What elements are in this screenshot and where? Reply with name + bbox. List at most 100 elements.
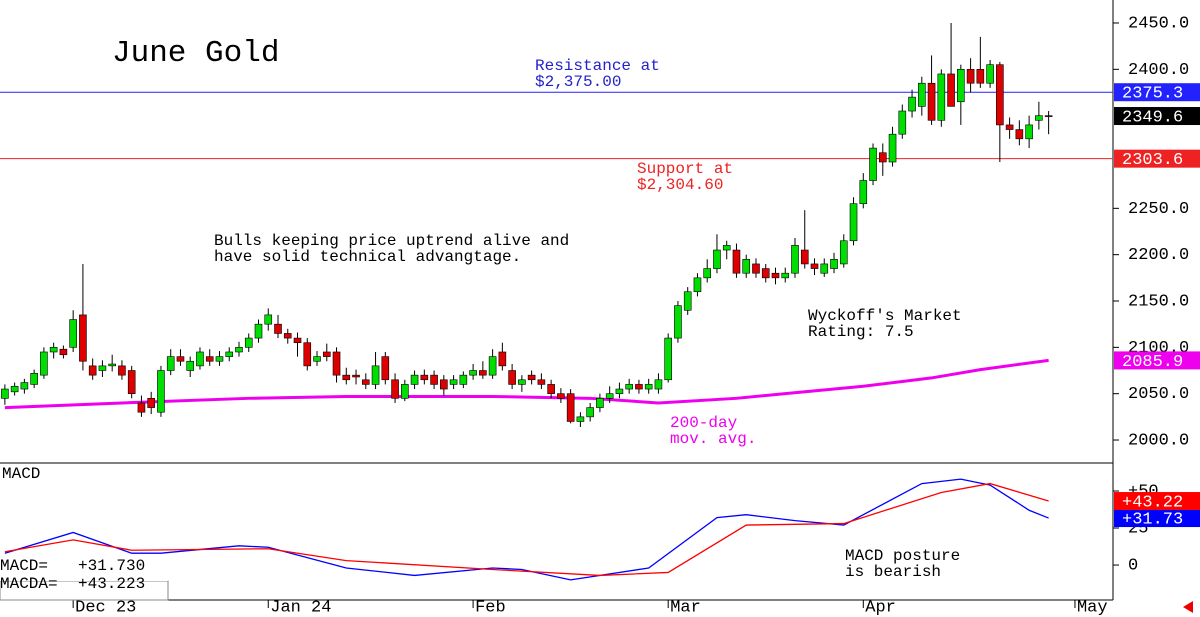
moving-average (4, 358, 1049, 410)
candle-body (849, 203, 858, 242)
candle-body (381, 356, 390, 381)
x-tick-label: Dec 23 (75, 598, 136, 617)
candle-body (371, 365, 380, 385)
candle-body (225, 351, 234, 357)
candle-body (918, 82, 926, 107)
candle-body (839, 240, 848, 265)
x-tick-label: May (1077, 598, 1108, 617)
annotation: Rating: 7.5 (808, 323, 914, 341)
annotation: mov. avg. (670, 430, 756, 448)
candle-body (752, 263, 760, 274)
candle-body (244, 337, 253, 348)
candle-body (713, 249, 721, 269)
candle-body (547, 384, 555, 394)
candle-body (10, 385, 19, 393)
annotation: $2,304.60 (637, 176, 723, 194)
candle-body (996, 64, 1004, 126)
candle-body (518, 379, 526, 385)
candle-body (59, 348, 68, 356)
candle-body (215, 356, 224, 362)
candle-body (401, 384, 409, 399)
candle-body (410, 374, 419, 385)
annotation: Resistance at (535, 57, 660, 75)
candle-body (1, 388, 9, 399)
candle-body (810, 263, 819, 269)
y-tick-label: 2050.0 (1128, 385, 1189, 404)
candle-body (966, 69, 975, 84)
candle-body (722, 245, 731, 251)
candle-body (771, 272, 780, 279)
candle-body (957, 69, 965, 103)
candle-body (264, 314, 273, 325)
readout-label: MACDA= (0, 575, 58, 593)
candle-body (147, 398, 155, 408)
chart-title: June Gold (112, 36, 279, 71)
annotation: $2,375.00 (535, 73, 621, 91)
candle-body (40, 351, 48, 376)
y-tick-label: 2000.0 (1128, 432, 1189, 451)
candle-body (908, 96, 916, 112)
annotation: Support at (637, 160, 733, 178)
candle-body (391, 379, 399, 399)
annotation: have solid technical advangtage. (214, 248, 521, 266)
candle-body (303, 342, 312, 367)
x-tick-label: Feb (475, 598, 506, 617)
candle-body (654, 379, 663, 390)
candle-body (274, 323, 282, 334)
candle-body (761, 268, 770, 279)
arrow-icon (1183, 601, 1193, 613)
candle-body (88, 365, 97, 376)
candle-body (888, 133, 897, 163)
y-tick-label: 2200.0 (1128, 246, 1189, 265)
candle-body (527, 374, 536, 381)
candle-body (79, 314, 87, 362)
candle-body (49, 347, 58, 353)
candle-body (625, 384, 633, 390)
readout-value: +31.730 (78, 557, 145, 575)
readout-box (0, 556, 168, 581)
candle-body (732, 249, 741, 274)
candle-body (674, 305, 682, 339)
candle-body (947, 73, 955, 107)
candle-body (459, 374, 468, 385)
candle-body (196, 351, 204, 367)
candle-body (820, 263, 829, 274)
macd-line (4, 478, 1049, 581)
y-tick-label: 0 (1128, 557, 1138, 576)
candle-body (986, 64, 994, 84)
candle-body (898, 110, 907, 135)
price-marker-box (1114, 83, 1200, 102)
candle-body (137, 402, 146, 413)
candle-body (20, 382, 29, 390)
candle-body (1015, 129, 1024, 140)
candle-body (205, 356, 214, 362)
price-marker-box (1114, 107, 1200, 126)
candle-body (69, 319, 77, 348)
price-marker-box (1114, 351, 1200, 370)
candle-body (830, 259, 838, 269)
candle-body (420, 374, 429, 381)
candle-body (781, 272, 790, 279)
x-tick-label: Jan 24 (270, 598, 331, 617)
candle-body (576, 416, 585, 422)
candle-body (1035, 115, 1043, 121)
x-tick-label: Apr (865, 598, 896, 617)
candle-body (537, 379, 546, 385)
candle-body (635, 384, 643, 390)
candle-body (1005, 124, 1014, 130)
price-marker-box (1114, 149, 1200, 168)
candle-body (352, 374, 360, 378)
candle-body (869, 147, 877, 181)
candle-body (166, 356, 175, 371)
annotation: Bulls keeping price uptrend alive and (214, 232, 569, 250)
candle-body (800, 249, 809, 265)
candle-body (878, 152, 887, 163)
candle-body (498, 351, 507, 367)
candle-body (605, 393, 614, 399)
candle-body (508, 370, 516, 385)
price-marker: 2375.3 (1122, 85, 1183, 104)
candle-body (108, 363, 116, 367)
annotation: 200-day (670, 414, 738, 432)
y-tick-label: 2450.0 (1128, 14, 1189, 33)
